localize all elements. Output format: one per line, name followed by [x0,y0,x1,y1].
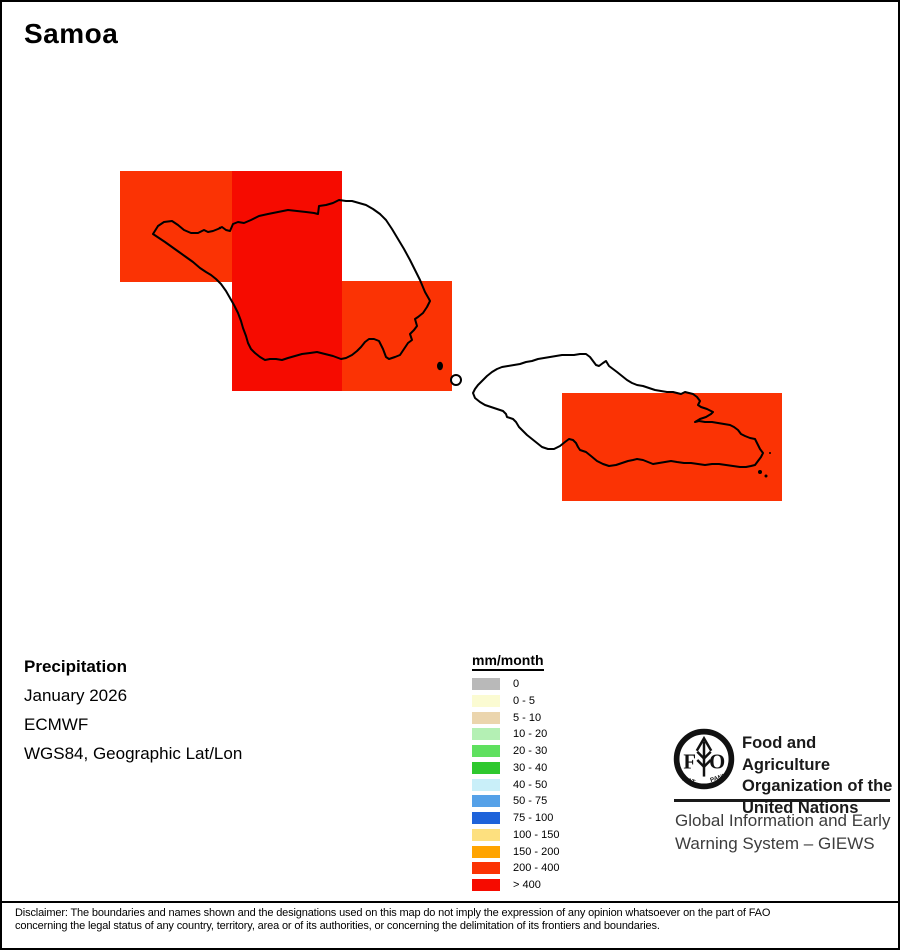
legend-swatch [472,845,500,858]
info-projection: WGS84, Geographic Lat/Lon [24,744,243,763]
fao-divider-line [674,799,890,802]
legend-swatch [472,761,500,774]
fao-logo-letter-o: O [709,751,725,773]
fao-org-line: United Nations [742,798,859,817]
legend-label: 100 - 150 [513,828,560,841]
legend-swatch [472,728,500,741]
disclaimer-separator-line [2,901,898,903]
legend-swatch [472,828,500,841]
legend-row: 30 - 40 [472,761,559,774]
legend-swatch [472,795,500,808]
legend-row: > 400 [472,879,559,891]
legend-swatch [472,678,500,690]
legend-row: 0 - 5 [472,694,559,707]
islet-se-upolu-1 [758,470,762,474]
legend-label: 75 - 100 [513,812,554,824]
legend-row: 10 - 20 [472,728,559,741]
legend-row: 50 - 75 [472,795,559,808]
legend-swatch [472,745,500,757]
legend-rows: 0 0 - 5 5 - 10 10 - 20 20 - 30 30 - 40 40 - 50… [472,678,559,891]
legend-label: 150 - 200 [513,845,560,858]
legend-label: 50 - 75 [513,795,548,808]
fao-logo-letter-f: F [683,751,696,773]
legend-swatch [472,778,500,791]
fao-org-line: Organization of the [742,777,893,795]
precip-cells [120,171,782,501]
legend-row: 100 - 150 [472,828,560,841]
giews-line: Warning System – GIEWS [675,833,875,853]
legend-swatch [472,812,500,824]
islet-apolima [437,361,443,371]
islet-manono [450,374,462,386]
islet-e-upolu [769,452,771,454]
legend-label: 10 - 20 [513,728,548,741]
giews-label: Global Information and Early Warning Syst… [675,810,890,855]
legend-label: 0 [513,678,520,690]
info-period: January 2026 [24,686,128,705]
legend-label: 20 - 30 [513,745,548,757]
precip-cell [342,281,452,391]
info-variable: Precipitation [24,657,127,676]
disclaimer-text: Disclaimer: The boundaries and names sho… [15,907,770,933]
legend-label: > 400 [513,879,541,891]
fao-logo: F O FIAT PANIS [673,728,735,790]
legend-swatch [472,694,500,707]
legend: mm/month 0 0 - 5 5 - 10 10 - 20 20 - 30 30 - … [472,652,559,891]
legend-row: 200 - 400 [472,862,560,875]
precip-cell [562,393,782,501]
info-source: ECMWF [24,715,89,734]
legend-swatch [472,862,500,875]
legend-row: 0 [472,678,559,690]
islet-se-upolu-2 [764,474,768,478]
legend-row: 150 - 200 [472,845,560,858]
page-title: Samoa [24,18,119,49]
disclaimer-line: Disclaimer: The boundaries and names sho… [15,907,771,919]
legend-label: 5 - 10 [513,711,542,724]
legend-row: 75 - 100 [472,812,559,824]
fao-org-name: Food and Agriculture Organization of the U… [742,733,898,819]
legend-label: 30 - 40 [513,761,548,774]
legend-row: 20 - 30 [472,745,559,757]
legend-row: 40 - 50 [472,778,559,791]
fao-logo-wheat [695,735,713,777]
legend-row: 5 - 10 [472,711,559,724]
legend-title: mm/month [472,652,544,671]
fao-logo-motto-left: FIAT [681,775,696,786]
precip-cell [120,171,232,282]
map-info-block: Precipitation January 2026 ECMWF WGS84, … [24,652,242,768]
legend-swatch [472,879,500,891]
islet-north-savaii [218,226,222,230]
giews-line: Global Information and Early [675,811,891,830]
legend-label: 0 - 5 [513,694,536,707]
upolu-coastline [472,353,764,468]
legend-label: 40 - 50 [513,778,548,791]
legend-swatch [472,711,500,724]
savaii-coastline [152,199,431,361]
legend-label: 200 - 400 [513,862,560,875]
fao-org-line: Food and Agriculture [742,734,831,774]
disclaimer-line: concerning the legal status of any count… [15,920,660,932]
